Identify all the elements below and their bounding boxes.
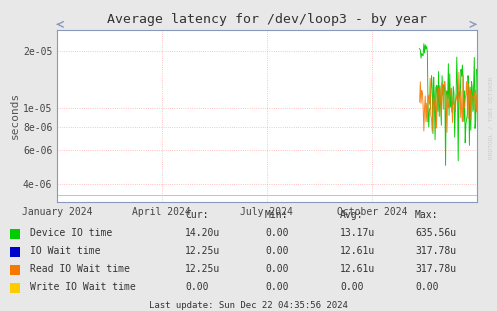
Text: Cur:: Cur: [185,210,209,220]
Text: 12.25u: 12.25u [185,264,220,274]
Text: 12.61u: 12.61u [340,246,375,256]
Text: 0.00: 0.00 [265,264,288,274]
Text: Max:: Max: [415,210,438,220]
Text: Write IO Wait time: Write IO Wait time [30,282,136,292]
Text: 317.78u: 317.78u [415,246,456,256]
Y-axis label: seconds: seconds [10,92,20,139]
Text: 12.25u: 12.25u [185,246,220,256]
Text: 0.00: 0.00 [265,246,288,256]
Text: 0.00: 0.00 [265,282,288,292]
Text: Min:: Min: [265,210,288,220]
Text: 0.00: 0.00 [415,282,438,292]
Text: Device IO time: Device IO time [30,228,112,238]
Text: RRDTOOL / TOBI OETIKER: RRDTOOL / TOBI OETIKER [489,77,494,160]
Text: 317.78u: 317.78u [415,264,456,274]
Text: IO Wait time: IO Wait time [30,246,100,256]
Text: 0.00: 0.00 [265,228,288,238]
Text: 0.00: 0.00 [185,282,209,292]
Text: Last update: Sun Dec 22 04:35:56 2024: Last update: Sun Dec 22 04:35:56 2024 [149,301,348,310]
Text: 12.61u: 12.61u [340,264,375,274]
Text: 635.56u: 635.56u [415,228,456,238]
Text: 0.00: 0.00 [340,282,363,292]
Title: Average latency for /dev/loop3 - by year: Average latency for /dev/loop3 - by year [107,13,427,26]
Text: 13.17u: 13.17u [340,228,375,238]
Text: Avg:: Avg: [340,210,363,220]
Text: 14.20u: 14.20u [185,228,220,238]
Text: Read IO Wait time: Read IO Wait time [30,264,130,274]
